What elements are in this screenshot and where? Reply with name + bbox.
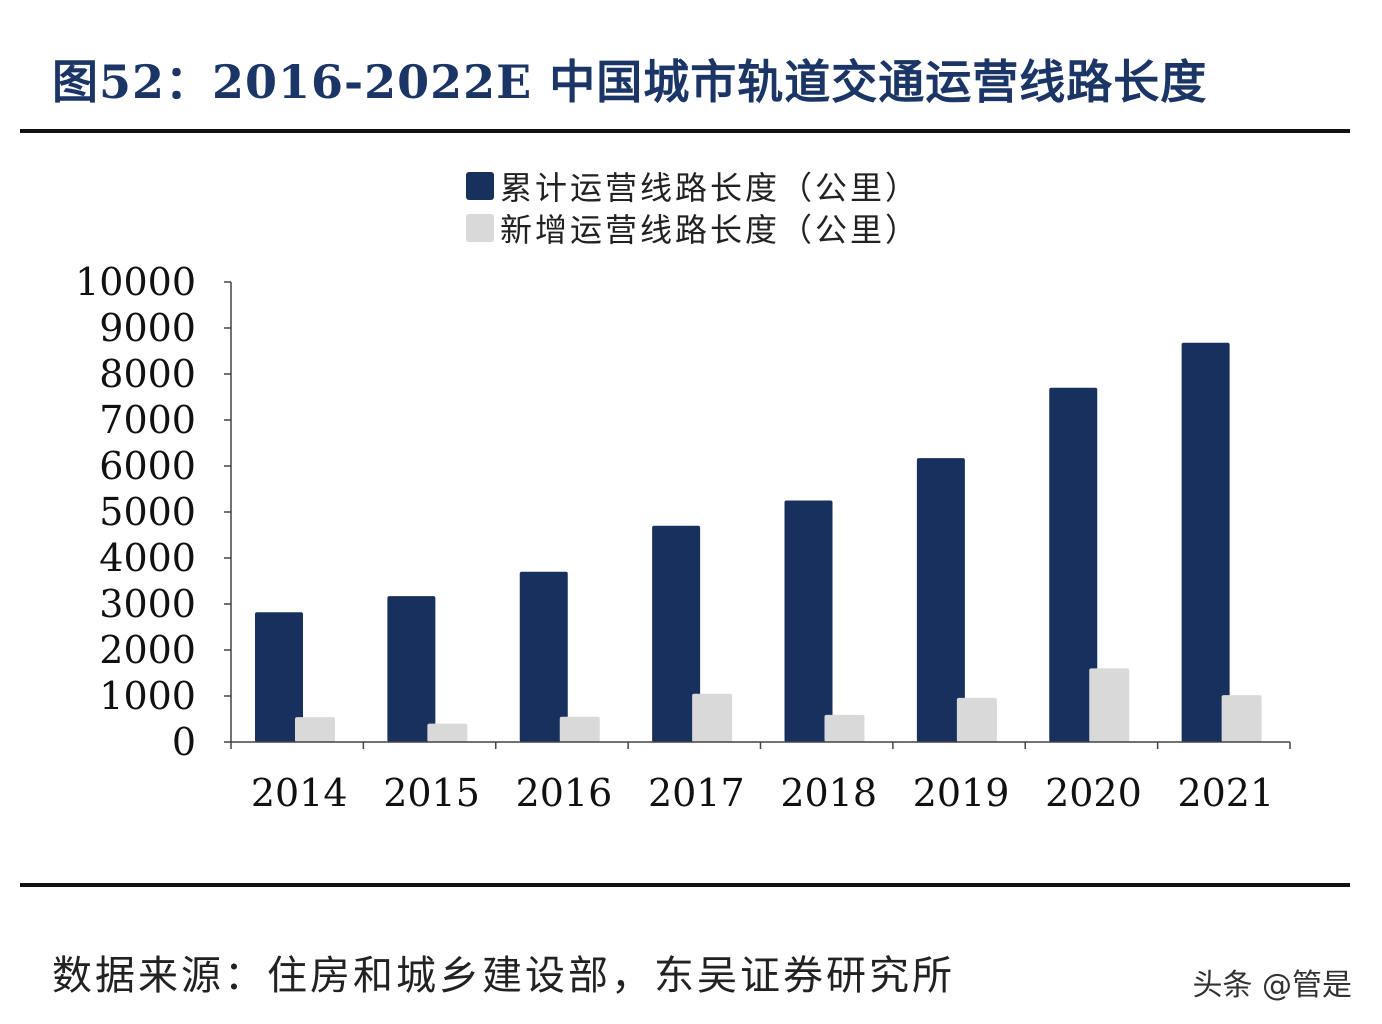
legend-label-new: 新增运营线路长度（公里） xyxy=(500,211,921,249)
y-tick-label: 0 xyxy=(172,720,196,764)
bar-cumulative-2018 xyxy=(784,500,833,742)
y-tick-label: 4000 xyxy=(99,536,196,580)
bar-cumulative-2016 xyxy=(519,571,568,742)
y-tick-label: 3000 xyxy=(99,582,196,626)
bar-cumulative-2015 xyxy=(387,596,436,742)
bar-new-2018 xyxy=(824,714,865,742)
bar-new-2021 xyxy=(1221,695,1262,742)
x-tick-label: 2017 xyxy=(648,771,745,815)
bar-new-2016 xyxy=(559,716,600,742)
x-tick-label: 2014 xyxy=(251,771,348,815)
y-tick-label: 9000 xyxy=(99,306,196,350)
y-tick-label: 1000 xyxy=(99,674,196,718)
bottom-rule xyxy=(20,883,1350,887)
bar-new-2017 xyxy=(692,693,733,742)
y-tick-label: 2000 xyxy=(99,628,196,672)
bar-cumulative-2017 xyxy=(652,525,701,742)
x-tick-label: 2020 xyxy=(1045,771,1142,815)
x-tick-label: 2019 xyxy=(913,771,1010,815)
bar-cumulative-2021 xyxy=(1181,342,1230,742)
figure-title: 图52：2016-2022E 中国城市轨道交通运营线路长度 xyxy=(52,55,1208,109)
y-tick-label: 6000 xyxy=(99,444,196,488)
y-tick-label: 10000 xyxy=(75,260,196,304)
bar-cumulative-2014 xyxy=(255,612,303,742)
x-tick-label: 2021 xyxy=(1177,771,1274,815)
source-note: 数据来源：住房和城乡建设部，东吴证券研究所 xyxy=(52,953,955,999)
y-tick-label: 8000 xyxy=(99,352,196,396)
legend-label-cumulative: 累计运营线路长度（公里） xyxy=(500,169,921,207)
bar-new-2020 xyxy=(1089,668,1130,742)
bar-cumulative-2019 xyxy=(916,458,965,742)
legend-item-cumulative: 累计运营线路长度（公里） xyxy=(466,165,920,207)
x-tick-label: 2018 xyxy=(780,771,877,815)
legend-item-new: 新增运营线路长度（公里） xyxy=(466,207,920,249)
legend-swatch-new xyxy=(466,214,494,242)
x-tick-label: 2015 xyxy=(383,771,480,815)
y-tick-label: 5000 xyxy=(99,490,196,534)
x-tick-label: 2016 xyxy=(516,771,613,815)
top-rule xyxy=(20,129,1350,133)
legend-swatch-cumulative xyxy=(466,172,494,200)
bar-new-2019 xyxy=(956,697,997,742)
bar-new-2014 xyxy=(295,717,335,742)
bar-chart: 0100020003000400050006000700080009000100… xyxy=(75,260,1291,815)
watermark: 头条 @管是 xyxy=(1192,968,1352,1003)
bar-new-2015 xyxy=(427,723,468,742)
bar-cumulative-2020 xyxy=(1049,387,1098,742)
y-tick-label: 7000 xyxy=(99,398,196,442)
chart-legend: 累计运营线路长度（公里） 新增运营线路长度（公里） xyxy=(466,165,920,249)
